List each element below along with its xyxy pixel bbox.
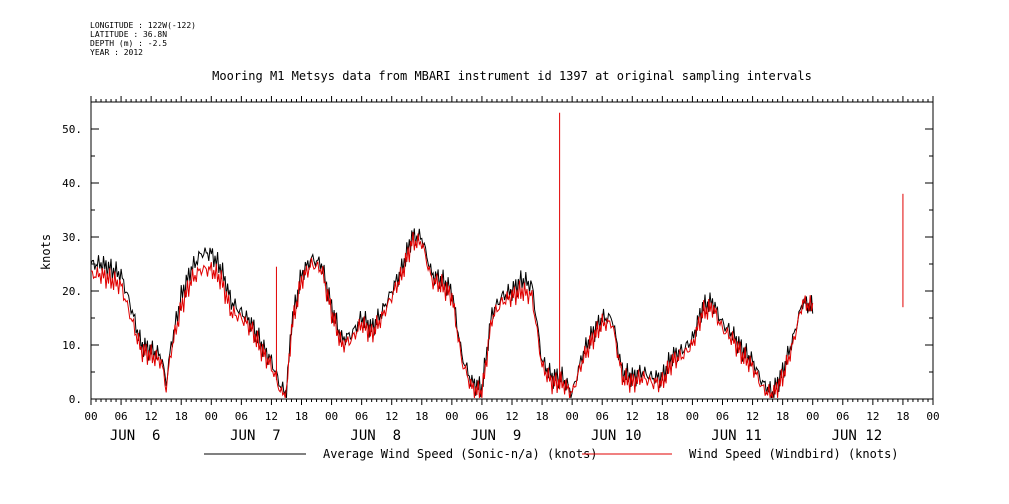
- x-tick-label: 00: [84, 410, 97, 423]
- x-tick-label: 18: [295, 410, 308, 423]
- day-label: JUN 6: [110, 428, 161, 444]
- y-tick-label: 20.: [62, 285, 82, 298]
- legend: Average Wind Speed (Sonic-n/a) (knots) W…: [204, 447, 899, 461]
- y-tick-label: 40.: [62, 177, 82, 190]
- x-tick-label: 00: [205, 410, 218, 423]
- chart-title: Mooring M1 Metsys data from MBARI instru…: [212, 69, 812, 83]
- x-tick-label: 00: [566, 410, 579, 423]
- x-tick-label: 12: [505, 410, 518, 423]
- x-tick-label: 18: [656, 410, 669, 423]
- x-tick-label: 18: [415, 410, 428, 423]
- x-tick-label: 12: [385, 410, 398, 423]
- x-tick-label: 18: [535, 410, 548, 423]
- longitude-text: LONGITUDE : 122W(-122): [90, 21, 196, 30]
- day-label: JUN 10: [591, 428, 642, 444]
- x-tick-label: 00: [325, 410, 338, 423]
- series-line-1: [90, 232, 814, 399]
- series-lines: [90, 112, 904, 399]
- x-tick-label: 06: [836, 410, 849, 423]
- x-tick-label: 18: [175, 410, 188, 423]
- plot-frame: [90, 101, 934, 400]
- x-tick-label: 00: [445, 410, 458, 423]
- axis-ticks: 00 06 12 18 00 06 12 18 00 06 12 18 00 06 12 18 00 06 12 18…: [62, 96, 940, 444]
- latitude-text: LATITUDE : 36.8N: [90, 30, 168, 39]
- x-tick-label: 18: [776, 410, 789, 423]
- year-text: YEAR : 2012: [90, 48, 143, 57]
- series-line-0: [90, 228, 814, 399]
- y-tick-label: 0.: [69, 393, 82, 406]
- x-tick-label: 00: [686, 410, 699, 423]
- x-tick-label: 18: [896, 410, 909, 423]
- x-tick-label: 12: [265, 410, 278, 423]
- x-tick-label: 06: [235, 410, 248, 423]
- metadata-block: LONGITUDE : 122W(-122) LATITUDE : 36.8N …: [90, 21, 196, 57]
- y-tick-label: 50.: [62, 123, 82, 136]
- x-tick-label: 06: [475, 410, 488, 423]
- x-tick-label: 12: [866, 410, 879, 423]
- x-tick-label: 06: [716, 410, 729, 423]
- y-tick-label: 30.: [62, 231, 82, 244]
- day-label: JUN 8: [350, 428, 401, 444]
- x-tick-label: 06: [114, 410, 127, 423]
- legend-label-sonic: Average Wind Speed (Sonic-n/a) (knots): [323, 447, 598, 461]
- x-tick-label: 00: [806, 410, 819, 423]
- day-label: JUN 12: [832, 428, 883, 444]
- y-tick-label: 10.: [62, 339, 82, 352]
- x-tick-label: 06: [596, 410, 609, 423]
- x-tick-label: 06: [355, 410, 368, 423]
- x-tick-label: 12: [145, 410, 158, 423]
- depth-text: DEPTH (m) : -2.5: [90, 39, 168, 48]
- x-tick-label: 00: [926, 410, 939, 423]
- x-tick-label: 12: [746, 410, 759, 423]
- day-label: JUN 11: [711, 428, 762, 444]
- day-label: JUN 9: [471, 428, 522, 444]
- x-tick-label: 12: [626, 410, 639, 423]
- y-axis-label: knots: [39, 234, 53, 270]
- day-label: JUN 7: [230, 428, 281, 444]
- legend-label-windbird: Wind Speed (Windbird) (knots): [689, 447, 899, 461]
